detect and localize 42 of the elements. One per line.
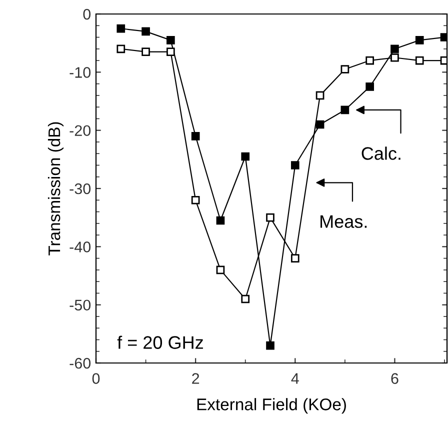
point [290,161,300,170]
point [415,36,424,44]
point [366,56,374,65]
point [241,294,250,304]
annotation: Meas. [320,215,367,228]
x-tick-label: 2 [192,373,200,384]
point [191,132,200,140]
y-tick-label: -60 [70,358,91,369]
point [142,27,150,36]
point [316,91,324,100]
point [142,48,150,56]
annotation: f = 20 GHz [117,336,203,349]
point [366,82,374,91]
y-tick-label: -20 [70,125,91,136]
x-tick-label: 6 [391,373,398,384]
point [266,213,274,222]
point [390,44,399,54]
point [116,24,126,33]
point [216,216,225,225]
point [266,341,274,350]
y-axis-title: Transmission (dB) [48,122,64,256]
x-axis-title: External Field (KOe) [197,398,346,414]
y-tick-label: -10 [70,67,91,78]
annotation: Calc. [362,146,400,160]
point [316,120,324,129]
y-tick-label: 0 [83,8,91,20]
point [191,196,200,204]
point [340,106,350,114]
y-tick-label: -40 [70,242,91,252]
x-tick-label: 0 [92,373,100,384]
x-tick-label: 4 [291,373,299,384]
point [116,44,126,54]
point [166,36,175,44]
point [390,53,399,62]
point [415,56,424,65]
point [166,48,175,56]
y-tick-label: -30 [70,183,91,194]
y-tick-label: -50 [70,300,91,311]
point [241,152,250,161]
point [340,65,350,74]
point [290,254,300,262]
point [216,266,225,274]
